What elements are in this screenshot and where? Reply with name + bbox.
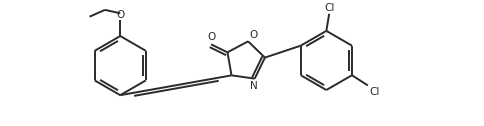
- Text: O: O: [249, 30, 257, 40]
- Text: Cl: Cl: [368, 87, 378, 97]
- Text: N: N: [250, 81, 257, 91]
- Text: O: O: [207, 32, 215, 42]
- Text: Cl: Cl: [323, 3, 333, 13]
- Text: O: O: [116, 10, 124, 20]
